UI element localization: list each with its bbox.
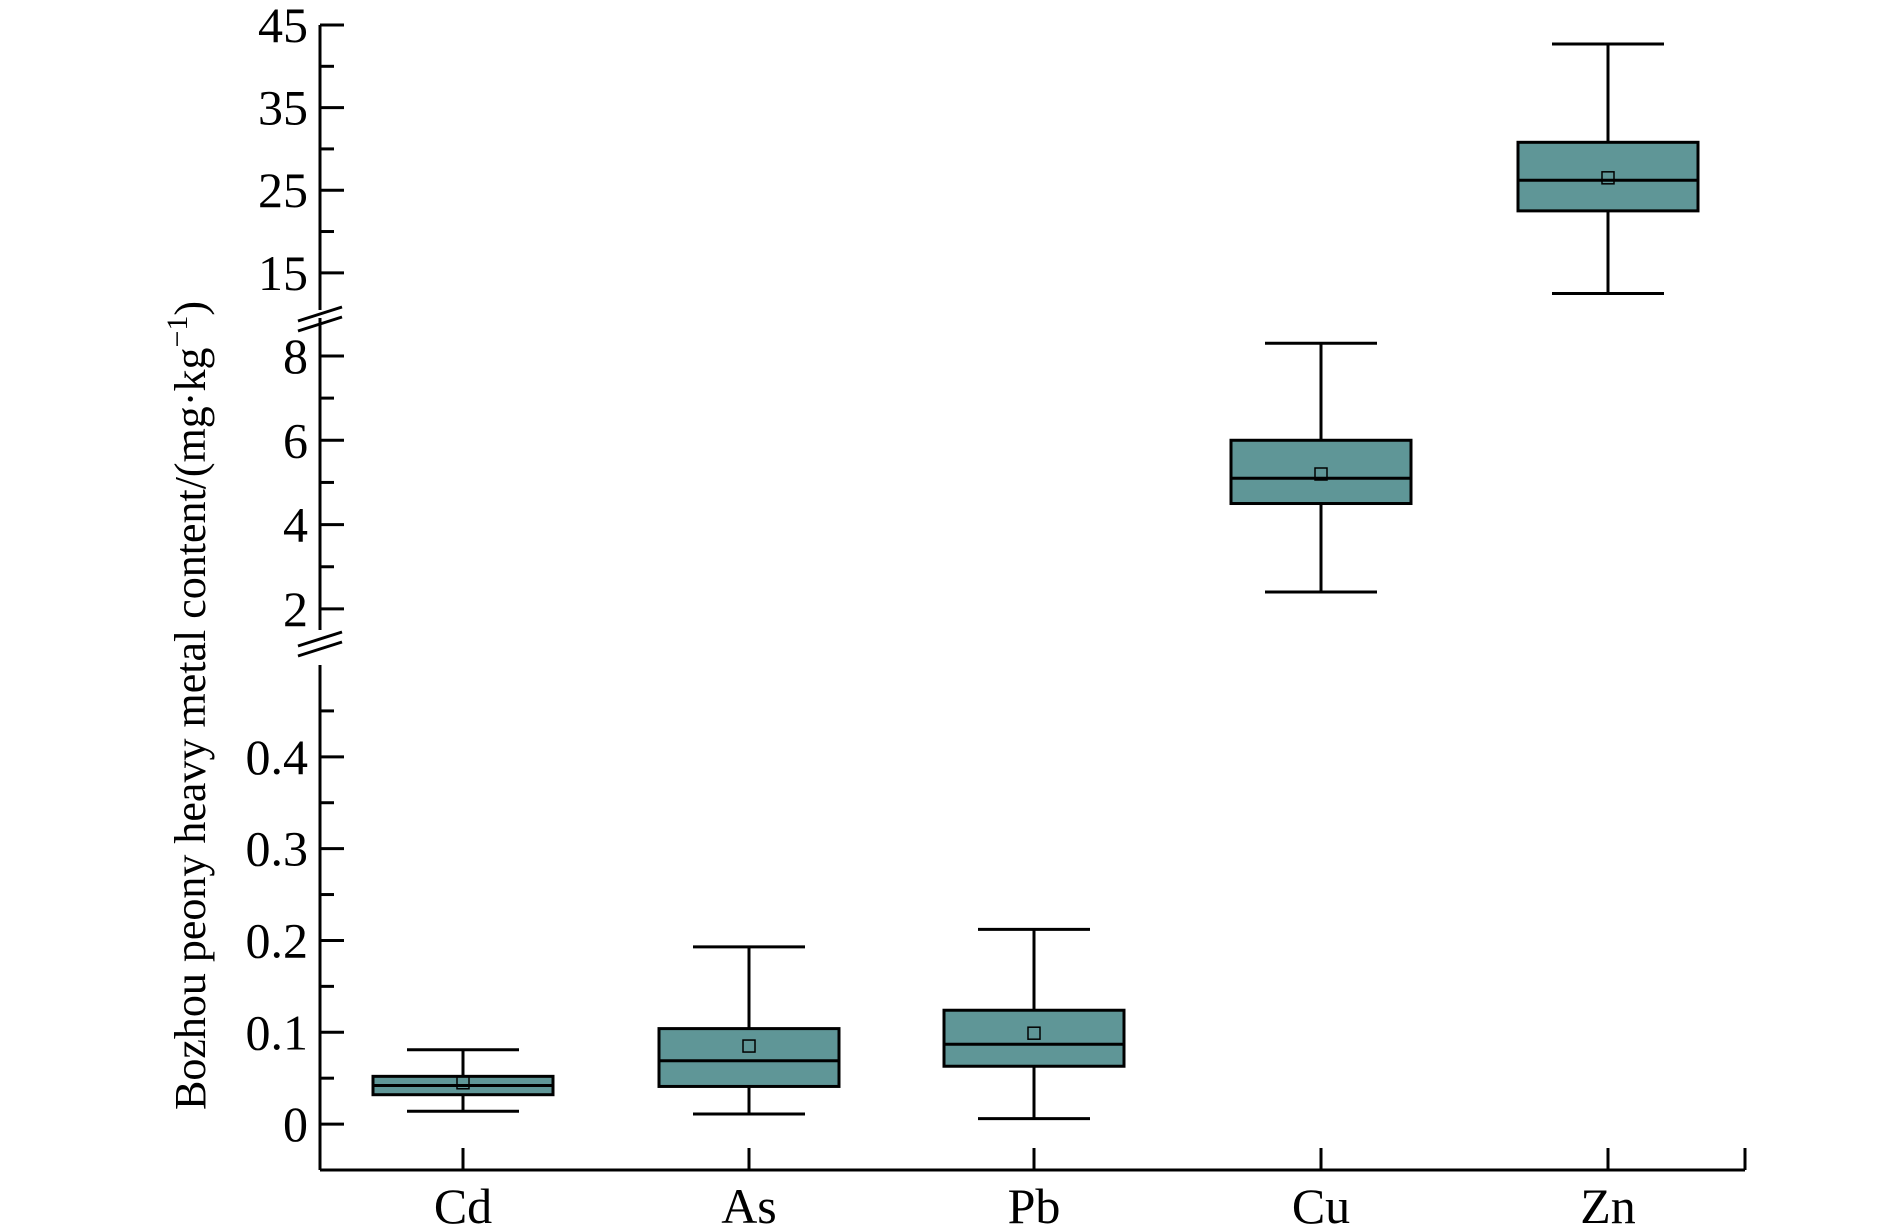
x-tick-label: Cu	[1292, 1178, 1350, 1231]
axis-break-mark	[297, 305, 343, 323]
box-iqr	[942, 1008, 1126, 1068]
x-tick-label: Pb	[1008, 1178, 1061, 1231]
box-pb	[942, 927, 1126, 1121]
y-tick-label: 45	[258, 0, 308, 53]
box-cu	[1229, 341, 1413, 594]
box-cd	[371, 1048, 555, 1113]
mean-marker	[1027, 1026, 1041, 1040]
mean-marker	[456, 1076, 470, 1090]
mean-marker	[1314, 467, 1328, 481]
x-tick-label: Zn	[1580, 1178, 1636, 1231]
axes	[297, 23, 1747, 1172]
y-tick-label: 4	[283, 497, 308, 553]
mean-marker	[1601, 171, 1615, 185]
y-tick-label: 25	[258, 162, 308, 218]
x-tick-label: Cd	[434, 1178, 492, 1231]
box-iqr	[1229, 438, 1413, 506]
y-tick-label: 0.2	[246, 912, 309, 968]
y-axis-label: Bozhou peony heavy metal content/(mg·kg−…	[161, 301, 215, 1110]
y-tick-label: 0	[283, 1096, 308, 1152]
axis-break-mark	[297, 315, 343, 333]
y-tick-label: 35	[258, 80, 308, 136]
box-iqr	[1516, 140, 1700, 213]
axis-break-mark	[297, 640, 343, 658]
y-tick-label: 15	[258, 245, 308, 301]
y-tick-label: 0.3	[246, 821, 309, 877]
axis-break-mark	[297, 630, 343, 648]
mean-marker	[742, 1039, 756, 1053]
box-as	[657, 945, 841, 1116]
y-tick-label: 8	[283, 328, 308, 384]
boxes	[371, 42, 1700, 1121]
x-tick-label: As	[721, 1178, 777, 1231]
y-tick-label: 2	[283, 581, 308, 637]
y-tick-label: 6	[283, 412, 308, 468]
y-tick-label: 0.4	[246, 729, 309, 785]
box-zn	[1516, 42, 1700, 295]
labels: 0 0.1 0.2 0.3 0.4 2 4 6 8 15 25 35 45 Cd As Pb Cu Zn	[246, 0, 1636, 1231]
y-tick-label: 0.1	[246, 1004, 309, 1060]
box-iqr	[657, 1027, 841, 1088]
